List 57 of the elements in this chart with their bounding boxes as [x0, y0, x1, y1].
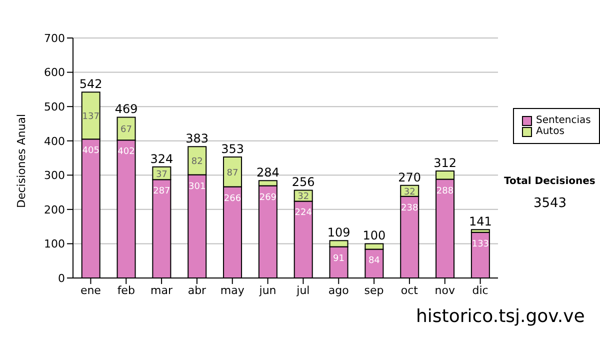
x-tick-label: feb: [117, 284, 135, 297]
y-tick-label: 700: [44, 32, 65, 45]
total-label: 284: [256, 166, 280, 180]
x-tick-label: sep: [364, 284, 384, 297]
y-tick-label: 100: [44, 238, 65, 251]
total-label: 270: [398, 170, 422, 184]
total-label: 312: [434, 156, 456, 170]
x-tick-label: ago: [328, 284, 350, 297]
x-tick-label: oct: [400, 284, 419, 297]
x-tick-label: may: [220, 284, 245, 297]
legend-label: Autos: [536, 126, 564, 137]
data-label: 84: [368, 256, 380, 266]
y-tick-label: 500: [44, 100, 65, 114]
data-label: 137: [82, 112, 100, 122]
data-label: 87: [226, 168, 238, 178]
x-tick-label: nov: [434, 284, 456, 297]
data-label: 91: [333, 254, 344, 264]
data-label: 32: [298, 192, 310, 202]
data-label: 269: [259, 192, 277, 203]
text: Total Decisiones: [504, 176, 596, 187]
data-label: 402: [118, 147, 135, 158]
data-label: 287: [153, 186, 170, 197]
data-label: 266: [224, 194, 242, 204]
text: 3543: [532, 196, 568, 211]
x-tick-label: mar: [150, 284, 174, 297]
total-label: 469: [114, 102, 138, 116]
data-label: 32: [404, 187, 416, 198]
y-tick-label: 400: [44, 134, 65, 148]
data-label: 37: [156, 170, 168, 180]
total-label: 100: [362, 228, 386, 243]
total-label: 109: [327, 226, 350, 240]
y-axis-title: Decisiones Anual: [14, 114, 28, 208]
data-label: 405: [82, 146, 100, 156]
data-label: 301: [188, 182, 206, 192]
legend-label: Sentencias: [536, 115, 591, 126]
total-label: 256: [292, 175, 315, 190]
data-label: 224: [294, 208, 312, 218]
x-tick-label: ene: [80, 284, 102, 297]
x-tick-label: abr: [188, 284, 207, 297]
y-tick-label: 0: [58, 272, 65, 285]
total-label: 141: [468, 214, 492, 229]
data-label: 133: [472, 239, 490, 250]
y-tick-label: 300: [44, 169, 65, 182]
total-label: 324: [150, 152, 174, 166]
text: historico.tsj.gov.ve: [416, 306, 585, 327]
data-label: 288: [436, 186, 454, 196]
total-label: 383: [186, 132, 209, 146]
data-label: 82: [191, 157, 203, 168]
total-label: 542: [79, 77, 102, 92]
y-tick-label: 200: [44, 203, 65, 216]
x-tick-label: dic: [472, 284, 488, 297]
x-tick-label: jul: [296, 284, 310, 297]
data-label: 67: [120, 125, 132, 136]
x-tick-label: jun: [258, 284, 276, 297]
data-label: 238: [401, 203, 418, 214]
y-tick-label: 600: [44, 66, 65, 80]
total-label: 353: [221, 142, 244, 156]
